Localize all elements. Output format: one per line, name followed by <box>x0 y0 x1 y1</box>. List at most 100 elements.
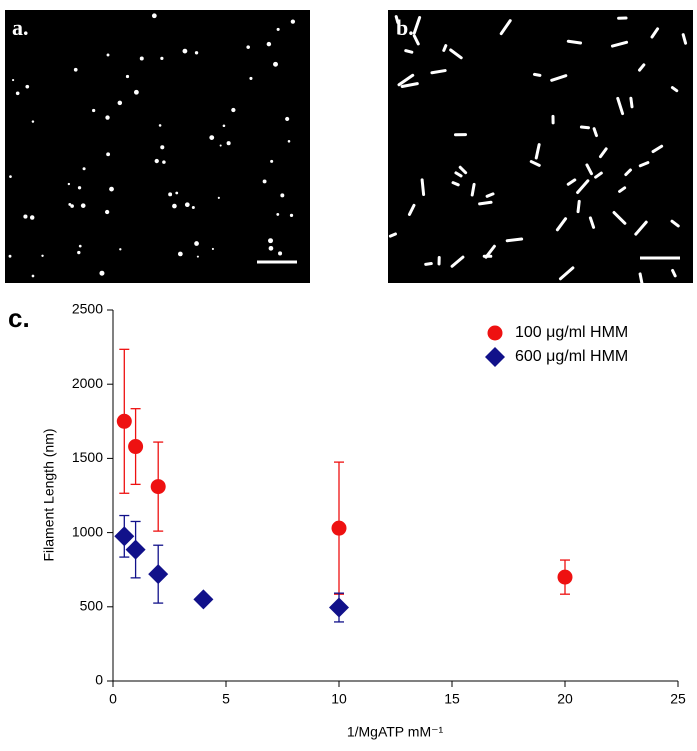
circle-marker <box>151 479 166 494</box>
dot <box>30 215 34 219</box>
rod <box>422 180 423 195</box>
dot <box>41 255 43 257</box>
dot <box>77 251 80 254</box>
dot <box>160 57 163 60</box>
rod <box>578 201 579 211</box>
dot <box>267 42 271 46</box>
dot <box>16 91 20 95</box>
dot <box>78 186 81 189</box>
rod <box>631 98 632 107</box>
dot <box>74 68 78 72</box>
legend-marker <box>485 347 505 367</box>
dot <box>25 85 29 89</box>
dot <box>192 206 195 209</box>
x-tick-label: 15 <box>444 691 460 707</box>
dot <box>220 144 222 146</box>
x-tick-label: 0 <box>109 691 117 707</box>
dot <box>195 51 198 54</box>
dot <box>218 197 220 199</box>
y-axis-label: Filament Length (nm) <box>41 428 57 561</box>
dot <box>246 45 250 49</box>
dot <box>160 145 164 149</box>
dot <box>223 124 226 127</box>
dot <box>12 79 14 81</box>
dot <box>175 192 178 195</box>
dot <box>268 238 273 243</box>
dot <box>197 256 199 258</box>
y-tick-label: 2000 <box>72 375 103 391</box>
dot <box>92 109 95 112</box>
dot <box>290 214 293 217</box>
panel-label: b. <box>396 15 414 40</box>
diamond-marker <box>193 589 213 609</box>
rod <box>640 274 642 285</box>
y-tick-label: 0 <box>95 672 103 688</box>
dot <box>107 54 110 57</box>
rod <box>480 202 491 204</box>
dot <box>83 167 86 170</box>
dot <box>194 241 199 246</box>
dot <box>68 203 71 206</box>
dot <box>231 108 235 112</box>
x-tick-label: 10 <box>331 691 347 707</box>
dot <box>105 115 109 119</box>
y-tick-label: 1500 <box>72 449 103 465</box>
dot <box>183 49 188 54</box>
dot <box>68 183 70 185</box>
rod <box>472 184 474 195</box>
dot <box>140 57 144 61</box>
diamond-marker <box>148 564 168 584</box>
dot <box>152 13 157 18</box>
y-tick-label: 2500 <box>72 301 103 317</box>
dot <box>278 251 282 255</box>
dot <box>249 77 252 80</box>
dot <box>81 203 86 208</box>
dot <box>263 179 267 183</box>
dot <box>155 159 159 163</box>
panel-label: c. <box>8 303 30 333</box>
rod <box>534 74 539 75</box>
dot <box>227 141 231 145</box>
dot <box>105 210 109 214</box>
dot <box>9 175 12 178</box>
dot <box>159 124 162 127</box>
dot <box>162 160 166 164</box>
x-axis-label: 1/MgATP mM⁻¹ <box>347 724 444 740</box>
circle-marker <box>332 521 347 536</box>
diamond-marker <box>114 526 134 546</box>
x-tick-label: 20 <box>557 691 573 707</box>
circle-marker <box>117 414 132 429</box>
dot <box>209 135 214 140</box>
rod <box>406 51 412 53</box>
dot <box>285 117 289 121</box>
dot <box>119 248 121 250</box>
dot <box>185 202 190 207</box>
x-tick-label: 5 <box>222 691 230 707</box>
dot <box>288 140 291 143</box>
x-tick-label: 25 <box>670 691 686 707</box>
rod <box>444 46 446 51</box>
rod <box>426 264 432 265</box>
dot <box>269 246 274 251</box>
dot <box>280 193 284 197</box>
rod <box>453 183 458 185</box>
dot <box>270 160 273 163</box>
dot <box>134 90 139 95</box>
dot <box>273 62 278 67</box>
dot <box>168 192 172 196</box>
circle-marker <box>128 439 143 454</box>
y-tick-label: 1000 <box>72 523 103 539</box>
diamond-marker <box>329 598 349 618</box>
dot <box>212 248 214 250</box>
rod <box>581 127 588 128</box>
dot <box>178 252 183 257</box>
legend-label: 600 μg/ml HMM <box>515 348 628 365</box>
legend-marker <box>488 326 503 341</box>
dot <box>106 152 110 156</box>
dot <box>9 255 12 258</box>
dot <box>79 245 82 248</box>
panel-label: a. <box>12 15 29 40</box>
rod <box>568 41 580 43</box>
micrograph-b <box>388 10 693 283</box>
